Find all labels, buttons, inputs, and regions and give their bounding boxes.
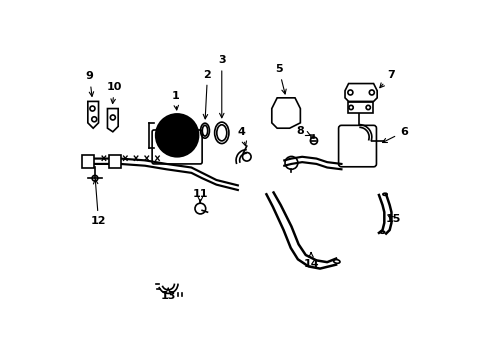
- Text: 8: 8: [296, 126, 310, 136]
- FancyBboxPatch shape: [339, 125, 376, 167]
- Text: 7: 7: [380, 69, 395, 88]
- Text: 1: 1: [172, 91, 179, 110]
- Text: 5: 5: [275, 64, 286, 94]
- Circle shape: [156, 114, 198, 157]
- Text: 9: 9: [86, 71, 94, 96]
- FancyBboxPatch shape: [347, 102, 373, 113]
- Text: 15: 15: [386, 214, 401, 224]
- Text: 14: 14: [303, 253, 319, 269]
- Text: 12: 12: [91, 179, 106, 226]
- Text: 3: 3: [218, 55, 225, 118]
- FancyBboxPatch shape: [109, 155, 121, 168]
- Text: 13: 13: [161, 288, 176, 301]
- Text: 4: 4: [238, 127, 246, 146]
- Text: 10: 10: [107, 82, 122, 103]
- Text: 6: 6: [383, 127, 408, 143]
- FancyBboxPatch shape: [82, 155, 94, 168]
- Text: 2: 2: [203, 69, 211, 119]
- Text: 11: 11: [193, 189, 208, 202]
- FancyBboxPatch shape: [152, 130, 202, 164]
